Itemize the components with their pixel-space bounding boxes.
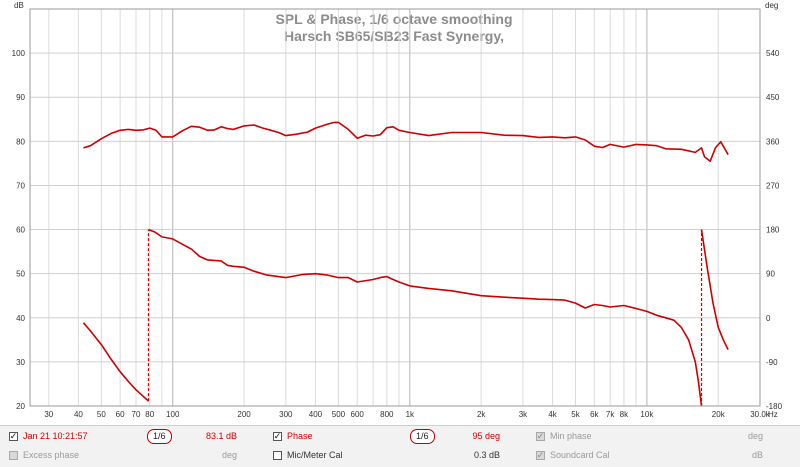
right-axis-unit: deg <box>765 1 778 10</box>
y-right-tick-label: -90 <box>766 358 778 367</box>
min-phase-label: Min phase <box>550 431 592 441</box>
y-right-tick-label: -180 <box>766 402 783 411</box>
spl-trace-label: Jan 21 10:21:57 <box>23 431 88 441</box>
spl-cursor-value: 83.1 dB <box>205 431 237 441</box>
y-left-tick-label: 90 <box>16 93 25 102</box>
x-tick-label: 5k <box>571 410 580 419</box>
y-left-tick-label: 100 <box>12 49 26 58</box>
x-tick-label: 30 <box>44 410 53 419</box>
x-tick-label: 6k <box>590 410 599 419</box>
phase-smoothing-badge[interactable]: 1/6 <box>410 428 435 444</box>
chart-area: SPL & Phase, 1/6 octave smoothing Harsch… <box>0 0 800 425</box>
x-tick-label: 20k <box>712 410 726 419</box>
left-axis-unit: dB <box>14 1 24 10</box>
y-right-tick-label: 90 <box>766 270 775 279</box>
phase-smoothing-control[interactable]: 1/6 <box>410 427 435 445</box>
y-left-tick-label: 70 <box>16 181 25 190</box>
chart-title: SPL & Phase, 1/6 octave smoothing <box>275 11 512 27</box>
x-tick-label: 200 <box>237 410 251 419</box>
mic-cal-toggle[interactable]: Mic/Meter Cal <box>273 446 343 464</box>
spl-series-line <box>83 121 729 162</box>
legend-panel: ✓ Jan 21 10:21:57 1/6 83.1 dB ✓ Phase 1/… <box>0 425 800 467</box>
spl-phase-chart: SPL & Phase, 1/6 octave smoothing Harsch… <box>0 0 800 425</box>
x-tick-label: 8k <box>620 410 629 419</box>
y-right-tick-label: 270 <box>766 181 780 190</box>
x-tick-label: 600 <box>351 410 365 419</box>
chart-background <box>0 0 800 425</box>
y-right-tick-label: 180 <box>766 226 780 235</box>
y-left-tick-label: 50 <box>16 270 25 279</box>
x-tick-label: 3k <box>519 410 528 419</box>
excess-phase-unit: deg <box>221 450 237 460</box>
min-phase-unit: deg <box>747 431 763 441</box>
legend-row-1: ✓ Jan 21 10:21:57 1/6 83.1 dB ✓ Phase 1/… <box>0 427 800 445</box>
tick-labels: 30 40 50 60 70 80 100 200 300 400 500 600 800 1k 2k 3k 4… <box>12 49 783 419</box>
y-right-tick-label: 360 <box>766 137 780 146</box>
soundcard-cal-toggle[interactable]: ✓ Soundcard Cal <box>536 446 610 464</box>
phase-trace-label: Phase <box>287 431 313 441</box>
x-tick-label: 10k <box>640 410 654 419</box>
phase-series-line <box>82 322 150 402</box>
y-left-tick-label: 60 <box>16 226 25 235</box>
grid <box>30 9 761 407</box>
mic-cal-value: 0.3 dB <box>473 450 500 460</box>
y-right-tick-label: 450 <box>766 93 780 102</box>
spl-smoothing-control[interactable]: 1/6 <box>147 427 172 445</box>
y-right-tick-label: 540 <box>766 49 780 58</box>
x-tick-label: 1k <box>406 410 415 419</box>
y-left-tick-label: 30 <box>16 358 25 367</box>
x-tick-label: 800 <box>380 410 394 419</box>
phase-cursor-value: 95 deg <box>472 431 500 441</box>
y-left-tick-label: 20 <box>16 402 25 411</box>
soundcard-cal-label: Soundcard Cal <box>550 450 610 460</box>
x-tick-label: 400 <box>309 410 323 419</box>
y-left-tick-label: 80 <box>16 137 25 146</box>
phase-series-line <box>700 229 729 350</box>
phase-checkbox[interactable]: ✓ <box>273 430 282 441</box>
x-tick-label: 50 <box>97 410 106 419</box>
excess-phase-checkbox[interactable] <box>9 450 18 460</box>
plot-frame <box>29 8 761 407</box>
x-tick-label: 7k <box>606 410 615 419</box>
legend-row-2: Excess phase deg Mic/Meter Cal 0.3 dB ✓ … <box>0 446 800 464</box>
soundcard-cal-checkbox[interactable]: ✓ <box>536 449 545 460</box>
spl-smoothing-badge[interactable]: 1/6 <box>147 428 172 444</box>
x-tick-label: 500 <box>332 410 346 419</box>
x-tick-label: 300 <box>279 410 293 419</box>
excess-phase-toggle[interactable]: Excess phase <box>9 446 79 464</box>
x-tick-label: 100 <box>166 410 180 419</box>
phase-series-line <box>148 228 703 407</box>
min-phase-toggle[interactable]: ✓ Min phase <box>536 427 592 445</box>
x-tick-label: 30.0k <box>750 410 771 419</box>
excess-phase-label: Excess phase <box>23 450 80 460</box>
series <box>82 121 729 407</box>
mic-cal-checkbox[interactable] <box>273 450 282 460</box>
soundcard-cal-unit: dB <box>751 450 763 460</box>
x-tick-label: 80 <box>145 410 154 419</box>
phase-trace-toggle[interactable]: ✓ Phase <box>273 427 313 445</box>
mic-cal-label: Mic/Meter Cal <box>287 450 343 460</box>
x-tick-label: 60 <box>116 410 125 419</box>
x-tick-label: 4k <box>548 410 557 419</box>
min-phase-checkbox[interactable]: ✓ <box>536 430 545 441</box>
x-tick-label: 70 <box>132 410 141 419</box>
x-axis-unit: Hz <box>768 410 778 419</box>
y-right-tick-label: 0 <box>766 314 771 323</box>
spl-checkbox[interactable]: ✓ <box>9 430 18 441</box>
y-left-tick-label: 40 <box>16 314 25 323</box>
x-tick-label: 2k <box>477 410 486 419</box>
x-tick-label: 40 <box>74 410 83 419</box>
chart-subtitle: Harsch SB65/SB23 Fast Synergy, <box>284 28 504 44</box>
spl-trace-toggle[interactable]: ✓ Jan 21 10:21:57 <box>9 427 88 445</box>
